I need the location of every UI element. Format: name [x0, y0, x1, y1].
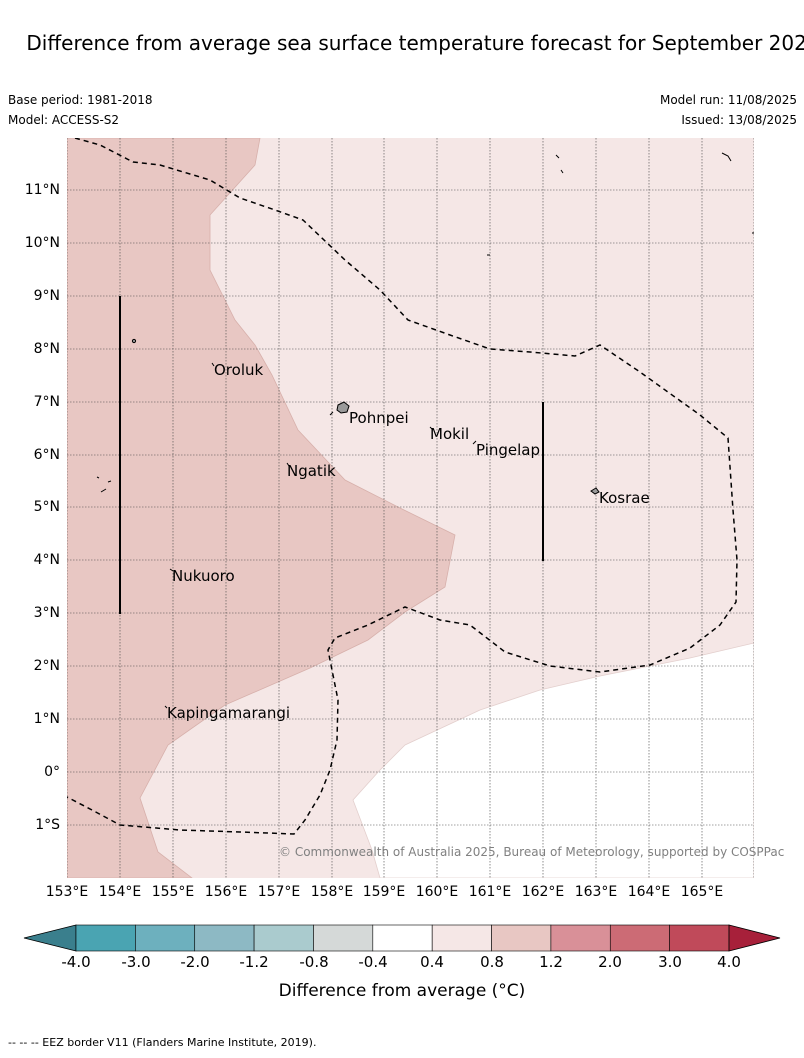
islands	[96, 152, 754, 709]
colorbar-tick-label: -0.8	[299, 953, 329, 971]
colorbar-extend-high	[728, 924, 781, 952]
colorbar-segment	[194, 924, 255, 952]
colorbar-tick-label: 0.8	[480, 953, 504, 971]
graticule	[67, 138, 754, 878]
lat-label-0: 0°	[44, 764, 60, 780]
pohnpei-island	[336, 401, 350, 414]
lon-label-153e: 153°E	[45, 884, 89, 900]
kosrae-island	[590, 487, 600, 495]
place-label-nukuoro: Nukuoro	[172, 567, 235, 585]
colorbar-tick-label: 2.0	[598, 953, 622, 971]
colorbar-extend-low	[23, 924, 77, 952]
lat-label-8n: 8°N	[33, 341, 60, 357]
colorbar-tick-label: 4.0	[717, 953, 741, 971]
place-label-pingelap: Pingelap	[476, 441, 541, 459]
place-label-pohnpei: Pohnpei	[349, 409, 409, 427]
lat-label-1n: 1°N	[33, 711, 60, 727]
lon-label-164e: 164°E	[627, 884, 671, 900]
colorbar-title: Difference from average (°C)	[278, 981, 526, 1001]
page-title: Difference from average sea surface temp…	[26, 31, 804, 55]
colorbar-segment	[669, 924, 730, 952]
eez-border	[67, 138, 738, 835]
lon-label-163e: 163°E	[574, 884, 618, 900]
place-label-oroluk: Oroluk	[214, 361, 264, 379]
lon-label-160e: 160°E	[415, 884, 459, 900]
colorbar-tick-label: -4.0	[61, 953, 91, 971]
colorbar-tick-label: 0.4	[420, 953, 444, 971]
lon-label-162e: 162°E	[521, 884, 565, 900]
colorbar-segment	[372, 924, 433, 952]
colorbar-segment	[313, 924, 374, 952]
lon-label-154e: 154°E	[98, 884, 142, 900]
colorbar-tick-label: -0.4	[358, 953, 388, 971]
colorbar-tick-label: -1.2	[239, 953, 269, 971]
colorbar-tick-label: -2.0	[180, 953, 210, 971]
lat-label-2n: 2°N	[33, 658, 60, 674]
anomaly-band-0.8-1.2	[67, 138, 456, 878]
place-label-ngatik: Ngatik	[287, 462, 336, 480]
model-name: Model: ACCESS-S2	[8, 113, 120, 127]
colorbar-segment	[491, 924, 552, 952]
issued-date: Issued: 13/08/2025	[681, 113, 797, 127]
lat-label-5n: 5°N	[33, 499, 60, 515]
lat-label-6n: 6°N	[33, 447, 60, 463]
lon-label-159e: 159°E	[362, 884, 406, 900]
lat-label-7n: 7°N	[33, 394, 60, 410]
colorbar-segments	[23, 924, 781, 952]
colorbar-segment	[135, 924, 196, 952]
lon-label-157e: 157°E	[257, 884, 301, 900]
colorbar-tick-label: -3.0	[121, 953, 151, 971]
model-run: Model run: 11/08/2025	[659, 93, 797, 107]
copyright-notice: © Commonwealth of Australia 2025, Bureau…	[279, 845, 785, 859]
colorbar-segment	[550, 924, 611, 952]
place-label-mokil: Mokil	[430, 425, 470, 443]
anomaly-band-neutral	[352, 642, 754, 878]
lon-label-155e: 155°E	[151, 884, 195, 900]
colorbar-segment	[431, 924, 492, 952]
lon-label-165e: 165°E	[680, 884, 724, 900]
colorbar-segment	[609, 924, 670, 952]
place-label-kapingamarangi: Kapingamarangi	[167, 704, 291, 722]
colorbar-tick-label: 3.0	[658, 953, 682, 971]
forecast-map	[67, 138, 754, 878]
place-label-kosrae: Kosrae	[599, 489, 650, 507]
colorbar-segment	[253, 924, 314, 952]
lat-label-1s: 1°S	[35, 817, 60, 833]
colorbar-segment	[75, 924, 136, 952]
colorbar	[23, 924, 781, 952]
lon-label-161e: 161°E	[468, 884, 512, 900]
lon-label-158e: 158°E	[310, 884, 354, 900]
lat-label-11n: 11°N	[24, 182, 60, 198]
base-period: Base period: 1981-2018	[8, 93, 153, 107]
transect-lines	[119, 296, 544, 614]
colorbar-tick-label: 1.2	[539, 953, 563, 971]
lat-label-4n: 4°N	[33, 552, 60, 568]
lat-label-3n: 3°N	[33, 605, 60, 621]
lat-label-9n: 9°N	[33, 288, 60, 304]
lat-label-10n: 10°N	[24, 235, 60, 251]
lon-label-156e: 156°E	[204, 884, 248, 900]
eez-footnote: -- -- -- EEZ border V11 (Flanders Marine…	[8, 1036, 317, 1049]
